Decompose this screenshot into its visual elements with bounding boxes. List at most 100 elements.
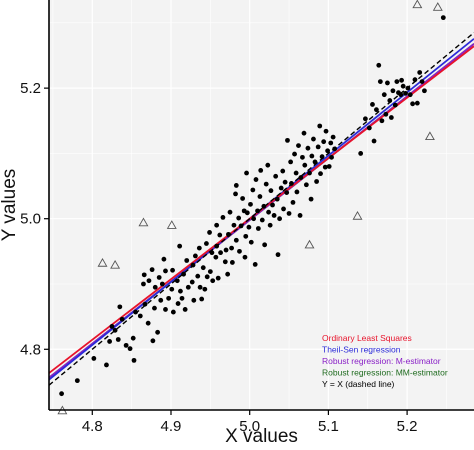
data-point (202, 286, 208, 292)
data-point (294, 189, 300, 195)
data-point (155, 329, 161, 335)
data-point (398, 92, 404, 98)
data-point (225, 271, 231, 277)
legend-entry: Robust regression: M-estimator (322, 356, 441, 366)
data-point (258, 167, 264, 173)
data-point (312, 159, 318, 165)
data-point (412, 77, 418, 83)
data-point (74, 378, 80, 384)
data-point (286, 211, 292, 216)
data-point (255, 208, 260, 214)
data-point (419, 79, 425, 85)
data-point (311, 136, 316, 142)
data-point (142, 301, 148, 307)
data-point (329, 154, 334, 160)
data-point (440, 15, 446, 21)
data-point (282, 179, 288, 185)
data-point (109, 324, 115, 329)
data-point (240, 196, 246, 201)
y-tick-label: 5.0 (20, 211, 41, 228)
data-point (214, 243, 220, 249)
data-point (292, 151, 297, 157)
data-point (407, 92, 413, 98)
data-point (218, 250, 223, 256)
data-point (300, 154, 305, 160)
x-tick-label: 5.2 (397, 418, 418, 435)
data-point (200, 265, 206, 271)
data-point (405, 85, 411, 91)
regression-line (48, 32, 474, 386)
data-point (237, 248, 242, 254)
data-point (112, 327, 118, 333)
data-point (332, 146, 338, 152)
data-point (263, 181, 269, 187)
data-point (177, 243, 183, 249)
data-point (141, 272, 147, 278)
data-point (107, 339, 113, 344)
data-point (410, 101, 416, 107)
outlier-point (352, 210, 363, 220)
outlier-point (432, 2, 443, 11)
data-point (267, 222, 273, 228)
data-point (190, 262, 196, 268)
data-point (195, 273, 201, 279)
data-point (127, 346, 133, 352)
data-point (150, 338, 156, 344)
data-point (358, 151, 364, 156)
data-point (400, 83, 406, 89)
data-point (158, 297, 164, 303)
data-point (302, 162, 308, 168)
data-point (204, 241, 209, 246)
data-point (197, 284, 203, 290)
data-point (259, 217, 265, 223)
outlier-point (138, 217, 149, 227)
data-point (298, 175, 304, 180)
data-point (383, 111, 389, 117)
data-point (131, 357, 137, 363)
legend-entry: Y = X (dashed line) (322, 379, 395, 389)
data-point (166, 295, 172, 301)
y-tick-label: 4.8 (20, 341, 41, 358)
data-point (322, 164, 328, 170)
data-point (104, 362, 109, 368)
data-point (366, 125, 372, 131)
legend-entry: Ordinary Least Squares (322, 333, 412, 343)
x-tick-label: 5.0 (239, 418, 260, 435)
data-point (308, 196, 314, 202)
data-point (374, 107, 379, 113)
data-point (185, 284, 191, 290)
data-point (170, 267, 175, 273)
data-point (261, 203, 267, 209)
data-point (290, 199, 296, 205)
data-point (266, 209, 271, 215)
data-point (236, 215, 242, 221)
axes (44, 0, 474, 415)
data-point (184, 258, 190, 263)
data-point (223, 247, 229, 253)
data-point (213, 254, 219, 260)
data-point (278, 185, 284, 191)
data-point (330, 134, 336, 140)
data-point (246, 224, 252, 230)
data-point (271, 213, 277, 218)
data-point (220, 215, 226, 220)
data-point (244, 210, 250, 216)
y-axis-label: Y values (0, 169, 20, 242)
data-point (252, 262, 258, 267)
data-point (217, 232, 223, 238)
data-point (145, 320, 151, 326)
data-point (277, 216, 283, 222)
data-point (161, 256, 167, 262)
data-point (204, 274, 210, 280)
data-point (305, 145, 311, 151)
data-point (191, 297, 197, 303)
data-point (281, 206, 286, 212)
data-point (250, 187, 256, 193)
data-point (199, 296, 205, 302)
data-point (399, 77, 404, 83)
data-point (251, 216, 257, 222)
data-point (182, 307, 188, 312)
data-point (196, 245, 202, 251)
data-point (309, 153, 315, 159)
